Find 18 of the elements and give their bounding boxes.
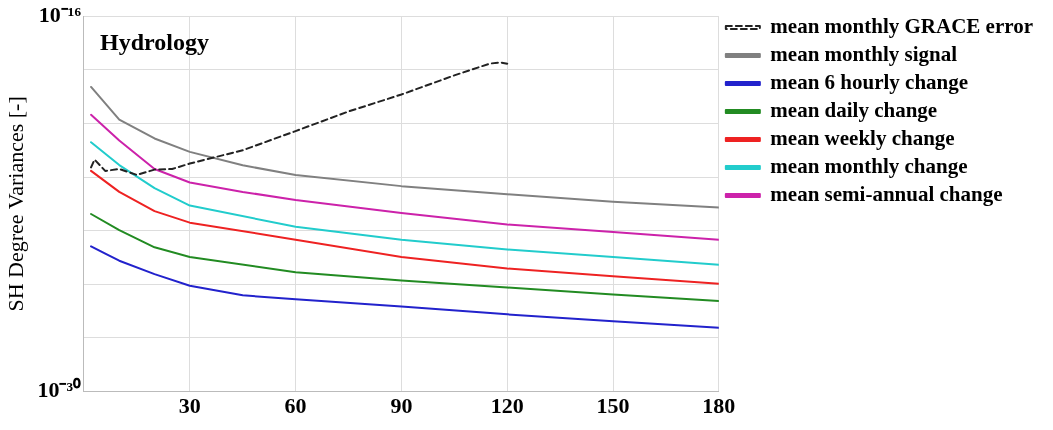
y-tick-label: 10⁻³⁰: [37, 377, 81, 403]
legend-label: mean monthly GRACE error: [770, 13, 1034, 38]
legend-label: mean semi-annual change: [770, 181, 1003, 206]
x-tick-label: 180: [702, 393, 736, 419]
text: Hydrology: [100, 29, 209, 56]
legend-label: mean 6 hourly change: [770, 69, 969, 94]
legend-label: mean weekly change: [770, 125, 955, 150]
x-tick-label: 60: [284, 393, 307, 419]
legend-label: mean daily change: [770, 97, 938, 122]
legend-label: mean monthly signal: [770, 41, 958, 66]
y-tick-label: 10⁻¹⁶: [38, 1, 82, 27]
line-series: [90, 61, 509, 176]
x-tick-label: 90: [390, 393, 413, 419]
x-tick-label: 150: [596, 393, 630, 419]
x-tick-label: 120: [490, 393, 524, 419]
x-tick-label: 30: [178, 393, 201, 419]
y-axis-title: SH Degree Variances [-]: [2, 96, 28, 312]
legend-label: mean monthly change: [770, 153, 968, 178]
